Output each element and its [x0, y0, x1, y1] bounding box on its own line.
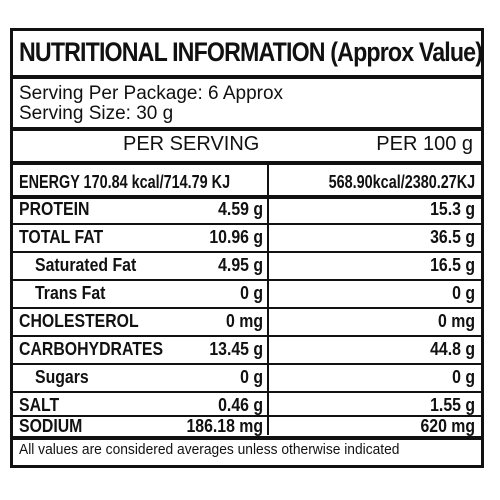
- row-value-per-100g: 568.90kcal/2380.27KJ: [328, 172, 475, 192]
- row-divider: [13, 391, 481, 393]
- row-value-per-serving: 4.59 g: [218, 199, 263, 219]
- row-label: ENERGY 170.84 kcal/714.79 KJ: [19, 172, 231, 192]
- row-value-per-serving: 0 g: [240, 283, 263, 303]
- header-divider: [13, 161, 481, 165]
- serving-divider: [13, 127, 481, 131]
- row-label: CARBOHYDRATES: [19, 339, 164, 359]
- row-label: SALT: [19, 395, 60, 415]
- row-value-per-100g: 16.5 g: [430, 255, 475, 275]
- row-value-per-100g: 44.8 g: [430, 339, 475, 359]
- energy-divider: [13, 195, 481, 199]
- column-header-per-100g: PER 100 g: [376, 133, 473, 155]
- serving-per-package: Serving Per Package: 6 Approx: [19, 83, 284, 104]
- table-row: Trans Fat 0 g 0 g: [13, 283, 481, 307]
- row-value-per-serving: 4.95 g: [218, 255, 263, 275]
- row-label: CHOLESTEROL: [19, 311, 139, 331]
- row-value-per-serving: 0 mg: [226, 311, 263, 331]
- row-label: Trans Fat: [35, 283, 106, 303]
- footer-divider: [13, 436, 481, 440]
- table-row: PROTEIN 4.59 g 15.3 g: [13, 199, 481, 223]
- nutrition-panel: NUTRITIONAL INFORMATION (Approx Value) S…: [10, 28, 484, 468]
- table-row: CARBOHYDRATES 13.45 g 44.8 g: [13, 339, 481, 363]
- table-row: SALT 0.46 g 1.55 g: [13, 395, 481, 419]
- row-value-per-serving: 186.18 mg: [186, 416, 263, 436]
- row-divider: [13, 251, 481, 253]
- title-divider: [13, 75, 481, 79]
- row-divider: [13, 223, 481, 225]
- table-row: TOTAL FAT 10.96 g 36.5 g: [13, 227, 481, 251]
- table-row: Sugars 0 g 0 g: [13, 367, 481, 391]
- row-value-per-serving: 10.96 g: [209, 227, 263, 247]
- row-divider: [13, 335, 481, 337]
- column-divider: [267, 195, 269, 435]
- table-row: CHOLESTEROL 0 mg 0 mg: [13, 311, 481, 335]
- row-value-per-serving: 13.45 g: [209, 339, 263, 359]
- row-divider: [13, 415, 481, 417]
- row-value-per-100g: 620 mg: [420, 416, 475, 436]
- table-row: Saturated Fat 4.95 g 16.5 g: [13, 255, 481, 279]
- row-value-per-serving: 0 g: [240, 367, 263, 387]
- row-value-per-100g: 15.3 g: [430, 199, 475, 219]
- row-value-per-100g: 0 g: [452, 367, 475, 387]
- row-value-per-100g: 0 g: [452, 283, 475, 303]
- row-label: TOTAL FAT: [19, 227, 104, 247]
- row-label: Sugars: [35, 367, 89, 387]
- serving-size: Serving Size: 30 g: [19, 103, 174, 124]
- row-divider: [13, 307, 481, 309]
- row-divider: [13, 279, 481, 281]
- row-value-per-100g: 1.55 g: [430, 395, 475, 415]
- row-label: Saturated Fat: [35, 255, 137, 275]
- row-divider: [13, 363, 481, 365]
- row-value-per-100g: 0 mg: [438, 311, 475, 331]
- table-row-energy: ENERGY 170.84 kcal/714.79 KJ 568.90kcal/…: [13, 172, 481, 196]
- energy-column-divider: [267, 165, 269, 195]
- footnote: All values are considered averages unles…: [19, 441, 400, 458]
- column-header-per-serving: PER SERVING: [123, 133, 260, 155]
- table-row: SODIUM 186.18 mg 620 mg: [13, 416, 481, 440]
- row-label: PROTEIN: [19, 199, 90, 219]
- panel-title: NUTRITIONAL INFORMATION (Approx Value): [19, 37, 483, 67]
- row-label: SODIUM: [19, 416, 83, 436]
- row-value-per-serving: 0.46 g: [218, 395, 263, 415]
- row-value-per-100g: 36.5 g: [430, 227, 475, 247]
